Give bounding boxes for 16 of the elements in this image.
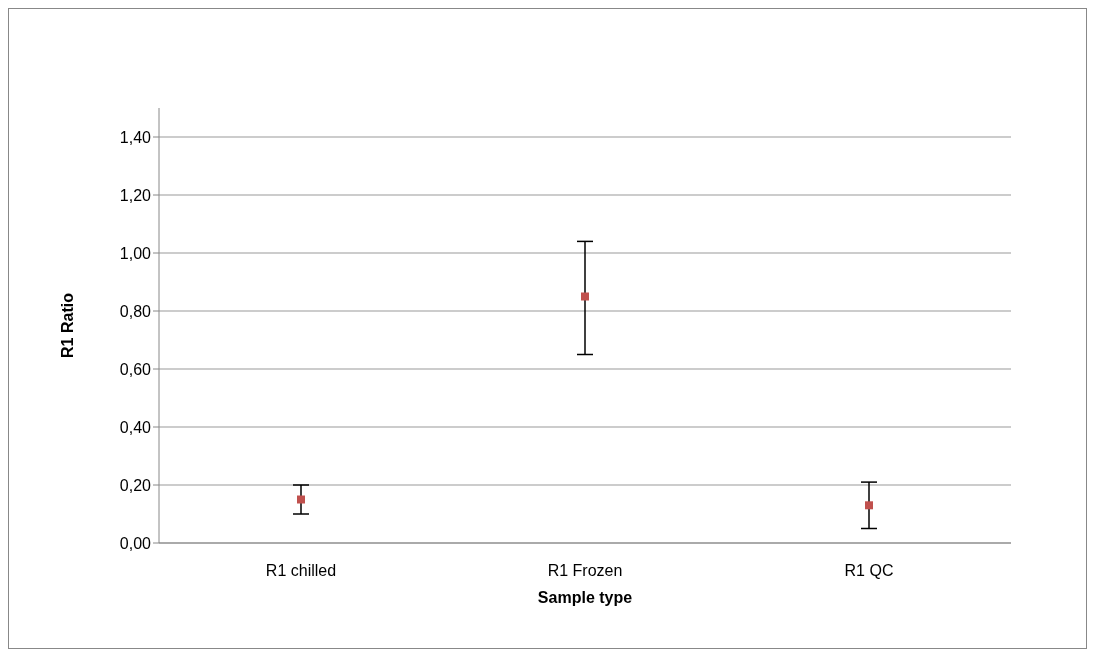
y-tick-label: 0,00 (119, 534, 152, 552)
y-tick-label: 1,20 (119, 186, 152, 204)
y-tick-label: 1,00 (119, 244, 152, 262)
y-tick-label: 0,40 (119, 418, 152, 436)
x-axis-title: Sample type (537, 589, 633, 606)
x-tick-label: R1 chilled (265, 562, 337, 580)
y-tick-label: 1,40 (119, 128, 152, 146)
y-tick-label: 0,60 (119, 360, 152, 378)
y-axis-title: R1 Ratio (58, 292, 76, 358)
point (297, 495, 305, 504)
x-tick-label: R1 Frozen (547, 562, 623, 580)
point (865, 501, 873, 510)
x-tick-label: R1 QC (844, 562, 894, 580)
y-tick-label: 0,80 (119, 302, 152, 320)
point (581, 292, 589, 301)
y-tick-label: 0,20 (119, 476, 152, 494)
